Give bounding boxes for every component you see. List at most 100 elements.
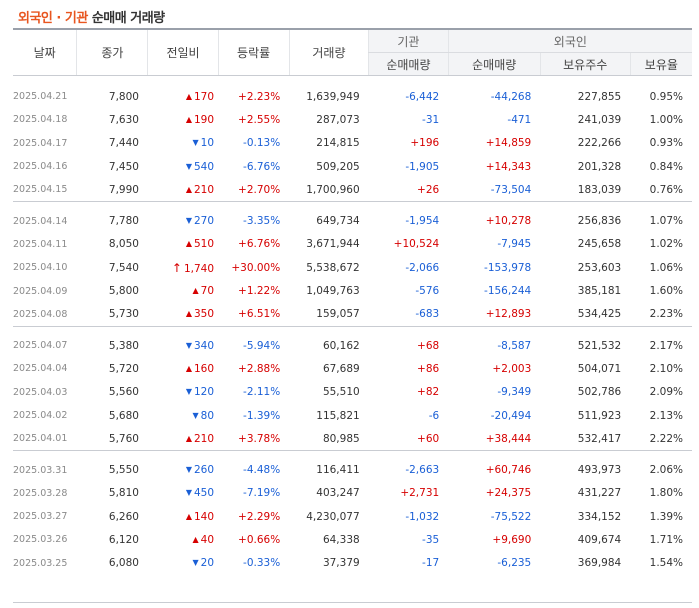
close-cell: 5,730 [108, 308, 139, 321]
foreign-ratio-cell: 2.23% [649, 308, 683, 321]
triangle-up-icon: ▲ [192, 286, 199, 296]
inst-net-cell: -576 [415, 285, 440, 298]
foreign-hold-cell: 241,039 [577, 113, 622, 126]
foreign-ratio-cell: 1.71% [649, 533, 683, 546]
change-value: 340 [194, 339, 215, 352]
date-cell: 2025.03.31 [13, 464, 68, 476]
group-divider [13, 326, 692, 334]
change-cell: ▼ 340 [148, 334, 218, 357]
foreign-net-cell: -20,494 [490, 409, 532, 422]
foreign-ratio-cell: 2.17% [649, 339, 683, 352]
table-row: 2025.04.14 7,780 ▼ 270 -3.35% 649,734 -1,954 +1… [13, 209, 692, 232]
inst-net-cell: -35 [422, 533, 440, 546]
date-cell: 2025.04.18 [13, 114, 68, 126]
change-cell: ▼ 10 [148, 132, 218, 155]
rate-cell: +2.55% [238, 113, 281, 126]
foreign-hold-cell: 504,071 [577, 362, 622, 375]
rate-cell: +0.66% [238, 533, 281, 546]
inst-net-cell: +196 [410, 137, 440, 150]
header-change: 전일비 [147, 29, 219, 76]
date-cell: 2025.04.08 [13, 308, 68, 320]
change-cell: ▼ 80 [148, 404, 218, 427]
foreign-ratio-cell: 1.07% [649, 215, 683, 228]
date-cell: 2025.04.09 [13, 285, 68, 297]
foreign-hold-cell: 227,855 [577, 90, 622, 103]
foreign-hold-cell: 532,417 [577, 432, 622, 445]
change-cell: ▼ 120 [148, 381, 218, 404]
table-header: 날짜 종가 전일비 등락률 거래량 기관 외국인 순매매량 순매매량 보유주수 … [13, 29, 692, 76]
foreign-net-cell: -73,504 [490, 183, 532, 196]
rate-cell: -5.94% [243, 339, 281, 352]
close-cell: 7,990 [108, 183, 139, 196]
table-row: 2025.04.08 5,730 ▲ 350 +6.51% 159,057 -683 +12,… [13, 303, 692, 327]
foreign-hold-cell: 534,425 [577, 308, 622, 321]
table-row: 2025.04.15 7,990 ▲ 210 +2.70% 1,700,960 +26 -73… [13, 178, 692, 202]
foreign-ratio-cell: 0.76% [649, 183, 683, 196]
date-cell: 2025.03.28 [13, 487, 68, 499]
foreign-ratio-cell: 1.39% [649, 510, 683, 523]
change-cell: ▲ 210 [148, 427, 218, 451]
table-row: 2025.03.27 6,260 ▲ 140 +2.29% 4,230,077 -1,032… [13, 505, 692, 528]
date-cell: 2025.03.25 [13, 557, 68, 569]
rate-cell: +6.76% [238, 238, 281, 251]
foreign-ratio-cell: 0.93% [649, 137, 683, 150]
foreign-ratio-cell: 2.22% [649, 432, 683, 445]
foreign-hold-cell: 385,181 [577, 285, 622, 298]
volume-cell: 403,247 [316, 487, 360, 500]
date-cell: 2025.04.21 [13, 91, 68, 103]
foreign-ratio-cell: 2.06% [649, 464, 683, 477]
close-cell: 5,800 [108, 285, 139, 298]
close-cell: 7,540 [108, 261, 139, 274]
change-cell: ▲ 170 [148, 85, 218, 108]
table-body: 2025.04.21 7,800 ▲ 170 +2.23% 1,639,949 -6,442… [13, 76, 692, 575]
rate-cell: -3.35% [243, 215, 281, 228]
rate-cell: +2.23% [238, 90, 281, 103]
inst-net-cell: -6 [428, 409, 440, 422]
header-rate: 등락률 [217, 29, 290, 76]
foreign-hold-cell: 431,227 [577, 487, 622, 500]
change-value: 80 [200, 409, 215, 422]
volume-cell: 1,639,949 [306, 90, 360, 103]
rate-cell: +2.88% [238, 362, 281, 375]
table-row: 2025.04.01 5,760 ▲ 210 +3.78% 80,985 +60 +38,44… [13, 427, 692, 451]
foreign-net-cell: +60,746 [485, 464, 532, 477]
rate-cell: +1.22% [238, 285, 281, 298]
trading-table: 날짜 종가 전일비 등락률 거래량 기관 외국인 순매매량 순매매량 보유주수 … [13, 28, 692, 575]
rate-cell: -7.19% [243, 487, 281, 500]
change-cell: ▼ 270 [148, 209, 218, 232]
close-cell: 7,780 [108, 215, 139, 228]
foreign-hold-cell: 201,328 [577, 160, 622, 173]
foreign-net-cell: +38,444 [485, 432, 532, 445]
foreign-net-cell: -153,978 [484, 261, 532, 274]
close-cell: 5,810 [108, 487, 139, 500]
foreign-hold-cell: 183,039 [577, 183, 622, 196]
foreign-hold-cell: 521,532 [577, 339, 622, 352]
foreign-ratio-cell: 1.00% [649, 113, 683, 126]
triangle-down-icon: ▼ [185, 387, 192, 397]
date-cell: 2025.04.10 [13, 262, 68, 274]
inst-net-cell: +2,731 [400, 487, 440, 500]
table-row: 2025.04.03 5,560 ▼ 120 -2.11% 55,510 +82 -9,349… [13, 381, 692, 404]
table-row: 2025.04.18 7,630 ▲ 190 +2.55% 287,073 -31 -471 2… [13, 108, 692, 131]
change-value: 70 [200, 285, 215, 298]
foreign-net-cell: -7,945 [497, 238, 532, 251]
inst-net-cell: -17 [422, 557, 440, 570]
volume-cell: 3,671,944 [306, 238, 360, 251]
date-cell: 2025.04.15 [13, 184, 68, 196]
foreign-hold-cell: 334,152 [577, 510, 622, 523]
change-cell: ▼ 20 [148, 552, 218, 575]
foreign-net-cell: -75,522 [490, 510, 532, 523]
close-cell: 5,680 [108, 409, 139, 422]
header-volume: 거래량 [288, 29, 369, 76]
foreign-hold-cell: 511,923 [577, 409, 622, 422]
table-row: 2025.04.07 5,380 ▼ 340 -5.94% 60,162 +68 -8,587… [13, 334, 692, 357]
triangle-up-icon: ▲ [185, 114, 192, 124]
rate-cell: +30.00% [231, 261, 281, 274]
date-cell: 2025.03.27 [13, 511, 68, 523]
rate-cell: -0.13% [243, 137, 281, 150]
foreign-ratio-cell: 1.06% [649, 261, 683, 274]
volume-cell: 287,073 [316, 113, 360, 126]
foreign-net-cell: -6,235 [497, 557, 532, 570]
table-row: 2025.04.21 7,800 ▲ 170 +2.23% 1,639,949 -6,442… [13, 85, 692, 108]
foreign-ratio-cell: 0.84% [649, 160, 683, 173]
